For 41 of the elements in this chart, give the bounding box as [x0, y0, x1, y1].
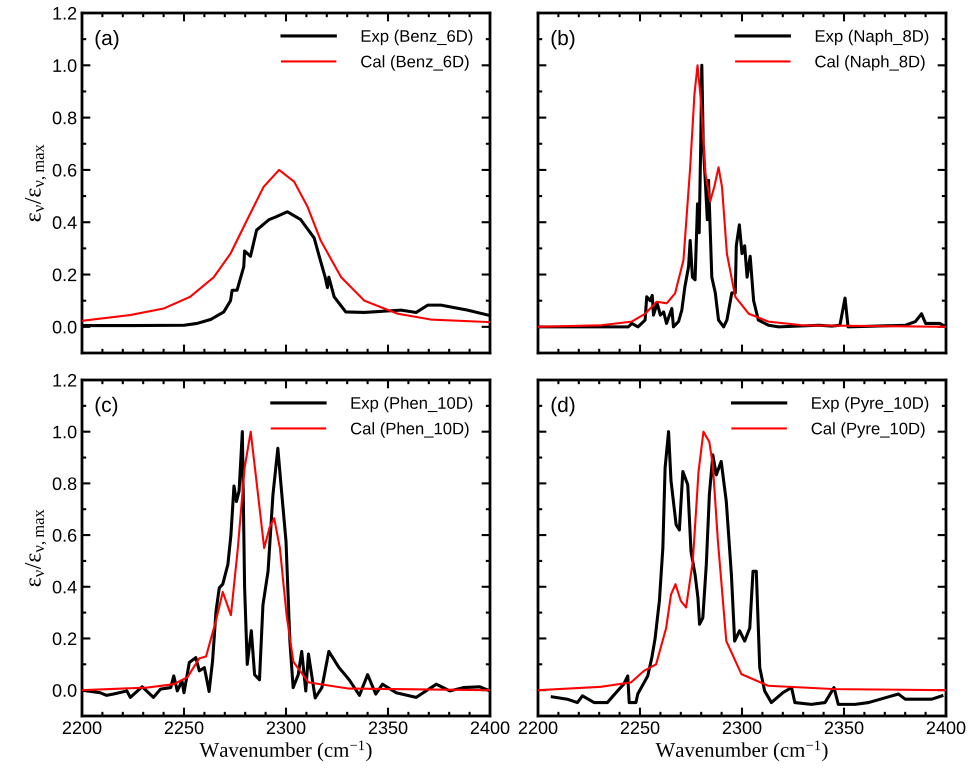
x-tick-label: 2350 [824, 721, 864, 734]
y-tick-label: 0.6 [52, 164, 76, 177]
legend-label: Cal (Pyre_10D) [812, 422, 925, 438]
y-tick-label: 1.0 [53, 426, 76, 438]
y-tick-label: 1.2 [53, 374, 76, 387]
x-tick-label: 2200 [518, 721, 558, 734]
x-tick-label: 2400 [470, 721, 510, 734]
annotation: (d) [552, 396, 574, 416]
x-axis-title: Wavenumber (cm$^{−1}$) [656, 740, 828, 762]
legend-label: Cal (Benz_6D) [361, 55, 469, 71]
legend-label: Exp (Benz_6D) [362, 30, 472, 46]
legend-label: Exp (Pyre_10D) [812, 396, 928, 412]
legend-label: Exp (Naph_8D) [816, 30, 928, 46]
x-tick-label: 2250 [164, 721, 204, 734]
x-tick-label: 2250 [620, 721, 660, 734]
legend-label: Cal (Naph_8D) [815, 55, 925, 71]
y-axis-title: ε$_{ν}$/ε$_{ν,max}$ [25, 144, 46, 222]
y-tick-label: 0.8 [52, 112, 76, 124]
x-tick-label: 2400 [926, 721, 966, 734]
y-tick-label: 0.0 [52, 684, 76, 697]
y-tick-label: 0.4 [52, 216, 77, 229]
annotation: (c) [96, 396, 118, 416]
legend-label: Exp (Phen_10D) [351, 396, 472, 412]
legend-label: Cal (Phen_10D) [350, 422, 469, 438]
y-tick-label: 0.4 [52, 580, 77, 594]
x-axis-title: Wavenumber (cm$^{−1}$) [200, 740, 372, 762]
y-tick-label: 0.2 [52, 268, 76, 282]
y-tick-label: 0.8 [52, 477, 76, 490]
y-tick-label: 0.0 [52, 320, 76, 334]
y-tick-label: 1.2 [53, 6, 76, 20]
y-tick-label: 0.6 [52, 529, 76, 542]
x-tick-label: 2200 [62, 721, 102, 734]
line-series [82, 168, 490, 324]
x-tick-label: 2300 [266, 721, 306, 734]
x-tick-label: 2300 [722, 721, 762, 734]
x-tick-label: 2350 [368, 721, 408, 734]
y-axis-title: ε$_{ν}$/ε$_{ν,max}$ [25, 509, 46, 586]
annotation: (b) [552, 30, 574, 50]
y-tick-label: 1.0 [53, 59, 76, 72]
y-tick-label: 0.2 [52, 632, 76, 646]
annotation: (a) [96, 30, 118, 50]
